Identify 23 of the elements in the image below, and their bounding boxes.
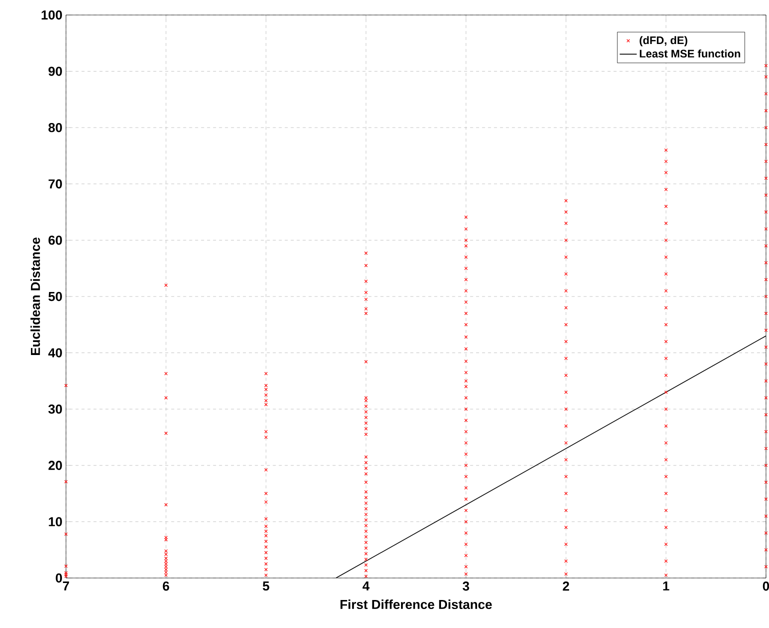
y-tick-label: 30 [48,404,62,414]
y-tick-label: 0 [56,573,62,583]
y-tick-label: 80 [48,123,62,132]
x-tick-label: 3 [462,582,470,591]
x-tick-label: 6 [162,582,170,591]
x-axis-title: First Difference Distance [340,600,492,610]
y-tick-label: 60 [48,236,62,245]
x-tick-label: 5 [262,582,270,591]
x-tick-label: 0 [762,582,769,591]
y-tick-label: 10 [48,517,62,526]
y-tick-label: 40 [48,348,62,358]
y-tick-label: 90 [48,66,62,76]
y-tick-label: 20 [48,460,62,470]
y-tick-label: 50 [48,292,62,302]
x-tick-label: 4 [362,582,370,590]
x-tick-label: 1 [663,582,670,590]
y-tick-label: 70 [48,179,62,188]
x-tick-label: 7 [62,582,70,590]
legend-label: Least MSE function [640,49,740,58]
y-tick-label: 100 [42,10,62,20]
y-axis-title: Euclidean Distance [30,238,40,356]
x-tick-label: 2 [562,582,570,591]
legend-label: (dFD, dE) [640,36,688,46]
